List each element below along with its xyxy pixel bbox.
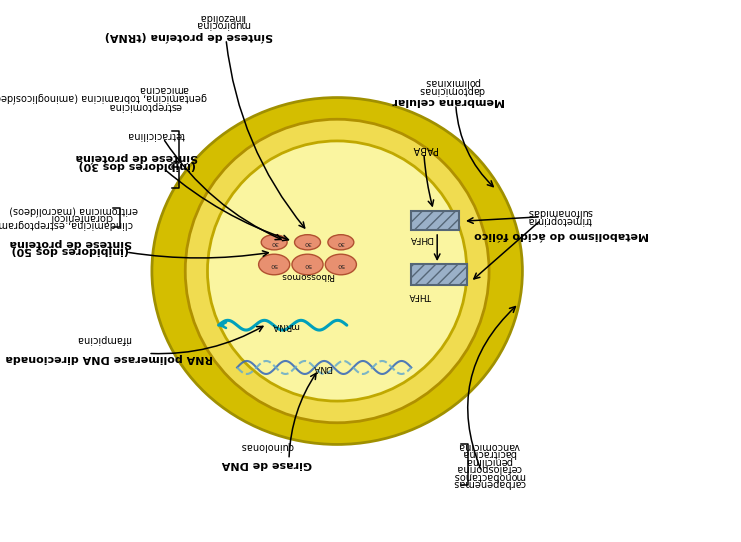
Text: trimetoprima: trimetoprima — [528, 215, 591, 225]
Text: DNA: DNA — [313, 363, 332, 372]
Text: rifampicina: rifampicina — [76, 334, 131, 344]
Text: Síntese de proteína: Síntese de proteína — [9, 237, 132, 248]
Text: 50: 50 — [304, 262, 311, 267]
Text: penicilina: penicilina — [465, 456, 513, 466]
Ellipse shape — [295, 235, 320, 250]
Bar — [411, 264, 467, 285]
Bar — [411, 211, 459, 230]
Text: tetracicilina: tetracicilina — [127, 130, 185, 140]
Text: vancomicina: vancomicina — [458, 441, 520, 450]
Ellipse shape — [259, 254, 290, 275]
Text: (inibidores dos 50): (inibidores dos 50) — [12, 246, 129, 255]
Text: PABA: PABA — [411, 144, 436, 153]
Ellipse shape — [261, 235, 288, 250]
Text: Metabolismo do ácido fólico: Metabolismo do ácido fólico — [474, 230, 649, 240]
Ellipse shape — [185, 119, 489, 423]
Text: polimixinas: polimixinas — [424, 78, 480, 87]
Ellipse shape — [325, 254, 356, 275]
Text: mupirocina: mupirocina — [195, 20, 250, 29]
Ellipse shape — [152, 98, 522, 444]
Text: DHFA: DHFA — [409, 234, 433, 243]
Text: cloranfenicol: cloranfenicol — [50, 212, 113, 222]
Ellipse shape — [328, 235, 354, 250]
Text: Ribossomos: Ribossomos — [281, 271, 334, 280]
Text: gentamicina, tobramicina (aminoglicosídeos): gentamicina, tobramicina (aminoglicosíde… — [0, 92, 207, 103]
Text: mRNA: mRNA — [271, 321, 299, 330]
Text: bacitracina: bacitracina — [462, 448, 516, 458]
Text: clindamicina, estreptograminas: clindamicina, estreptograminas — [0, 220, 133, 229]
Text: eritromicina (macrolídeos): eritromicina (macrolídeos) — [10, 204, 139, 214]
Ellipse shape — [292, 254, 323, 275]
Text: 30: 30 — [304, 240, 311, 245]
Text: 50: 50 — [337, 262, 345, 267]
Text: carbapenemas: carbapenemas — [453, 479, 525, 488]
Ellipse shape — [207, 141, 467, 401]
Text: amicacina: amicacina — [138, 84, 188, 94]
Text: 50: 50 — [270, 262, 278, 267]
Text: RNA polimerase DNA direcionada: RNA polimerase DNA direcionada — [6, 353, 213, 363]
Text: linezolida: linezolida — [199, 12, 245, 22]
Text: (inibidores dos 30): (inibidores dos 30) — [79, 160, 196, 170]
Text: Síntese de proteína (tRNA): Síntese de proteína (tRNA) — [104, 30, 273, 41]
Text: 30: 30 — [337, 240, 345, 245]
Text: Membrana celular: Membrana celular — [392, 96, 505, 106]
Text: daptomicinas: daptomicinas — [419, 85, 485, 95]
Text: 30: 30 — [270, 240, 278, 245]
Text: Girase de DNA: Girase de DNA — [222, 459, 312, 469]
Text: estreptomicina: estreptomicina — [107, 101, 182, 111]
Text: monobactanos: monobactanos — [453, 471, 525, 481]
Text: cefalosporina: cefalosporina — [456, 463, 522, 473]
Text: quinolonas: quinolonas — [240, 441, 293, 450]
Text: Síntese de proteína: Síntese de proteína — [76, 152, 199, 163]
Text: THFA: THFA — [410, 291, 432, 300]
Text: sulfonamidas: sulfonamidas — [527, 208, 592, 217]
